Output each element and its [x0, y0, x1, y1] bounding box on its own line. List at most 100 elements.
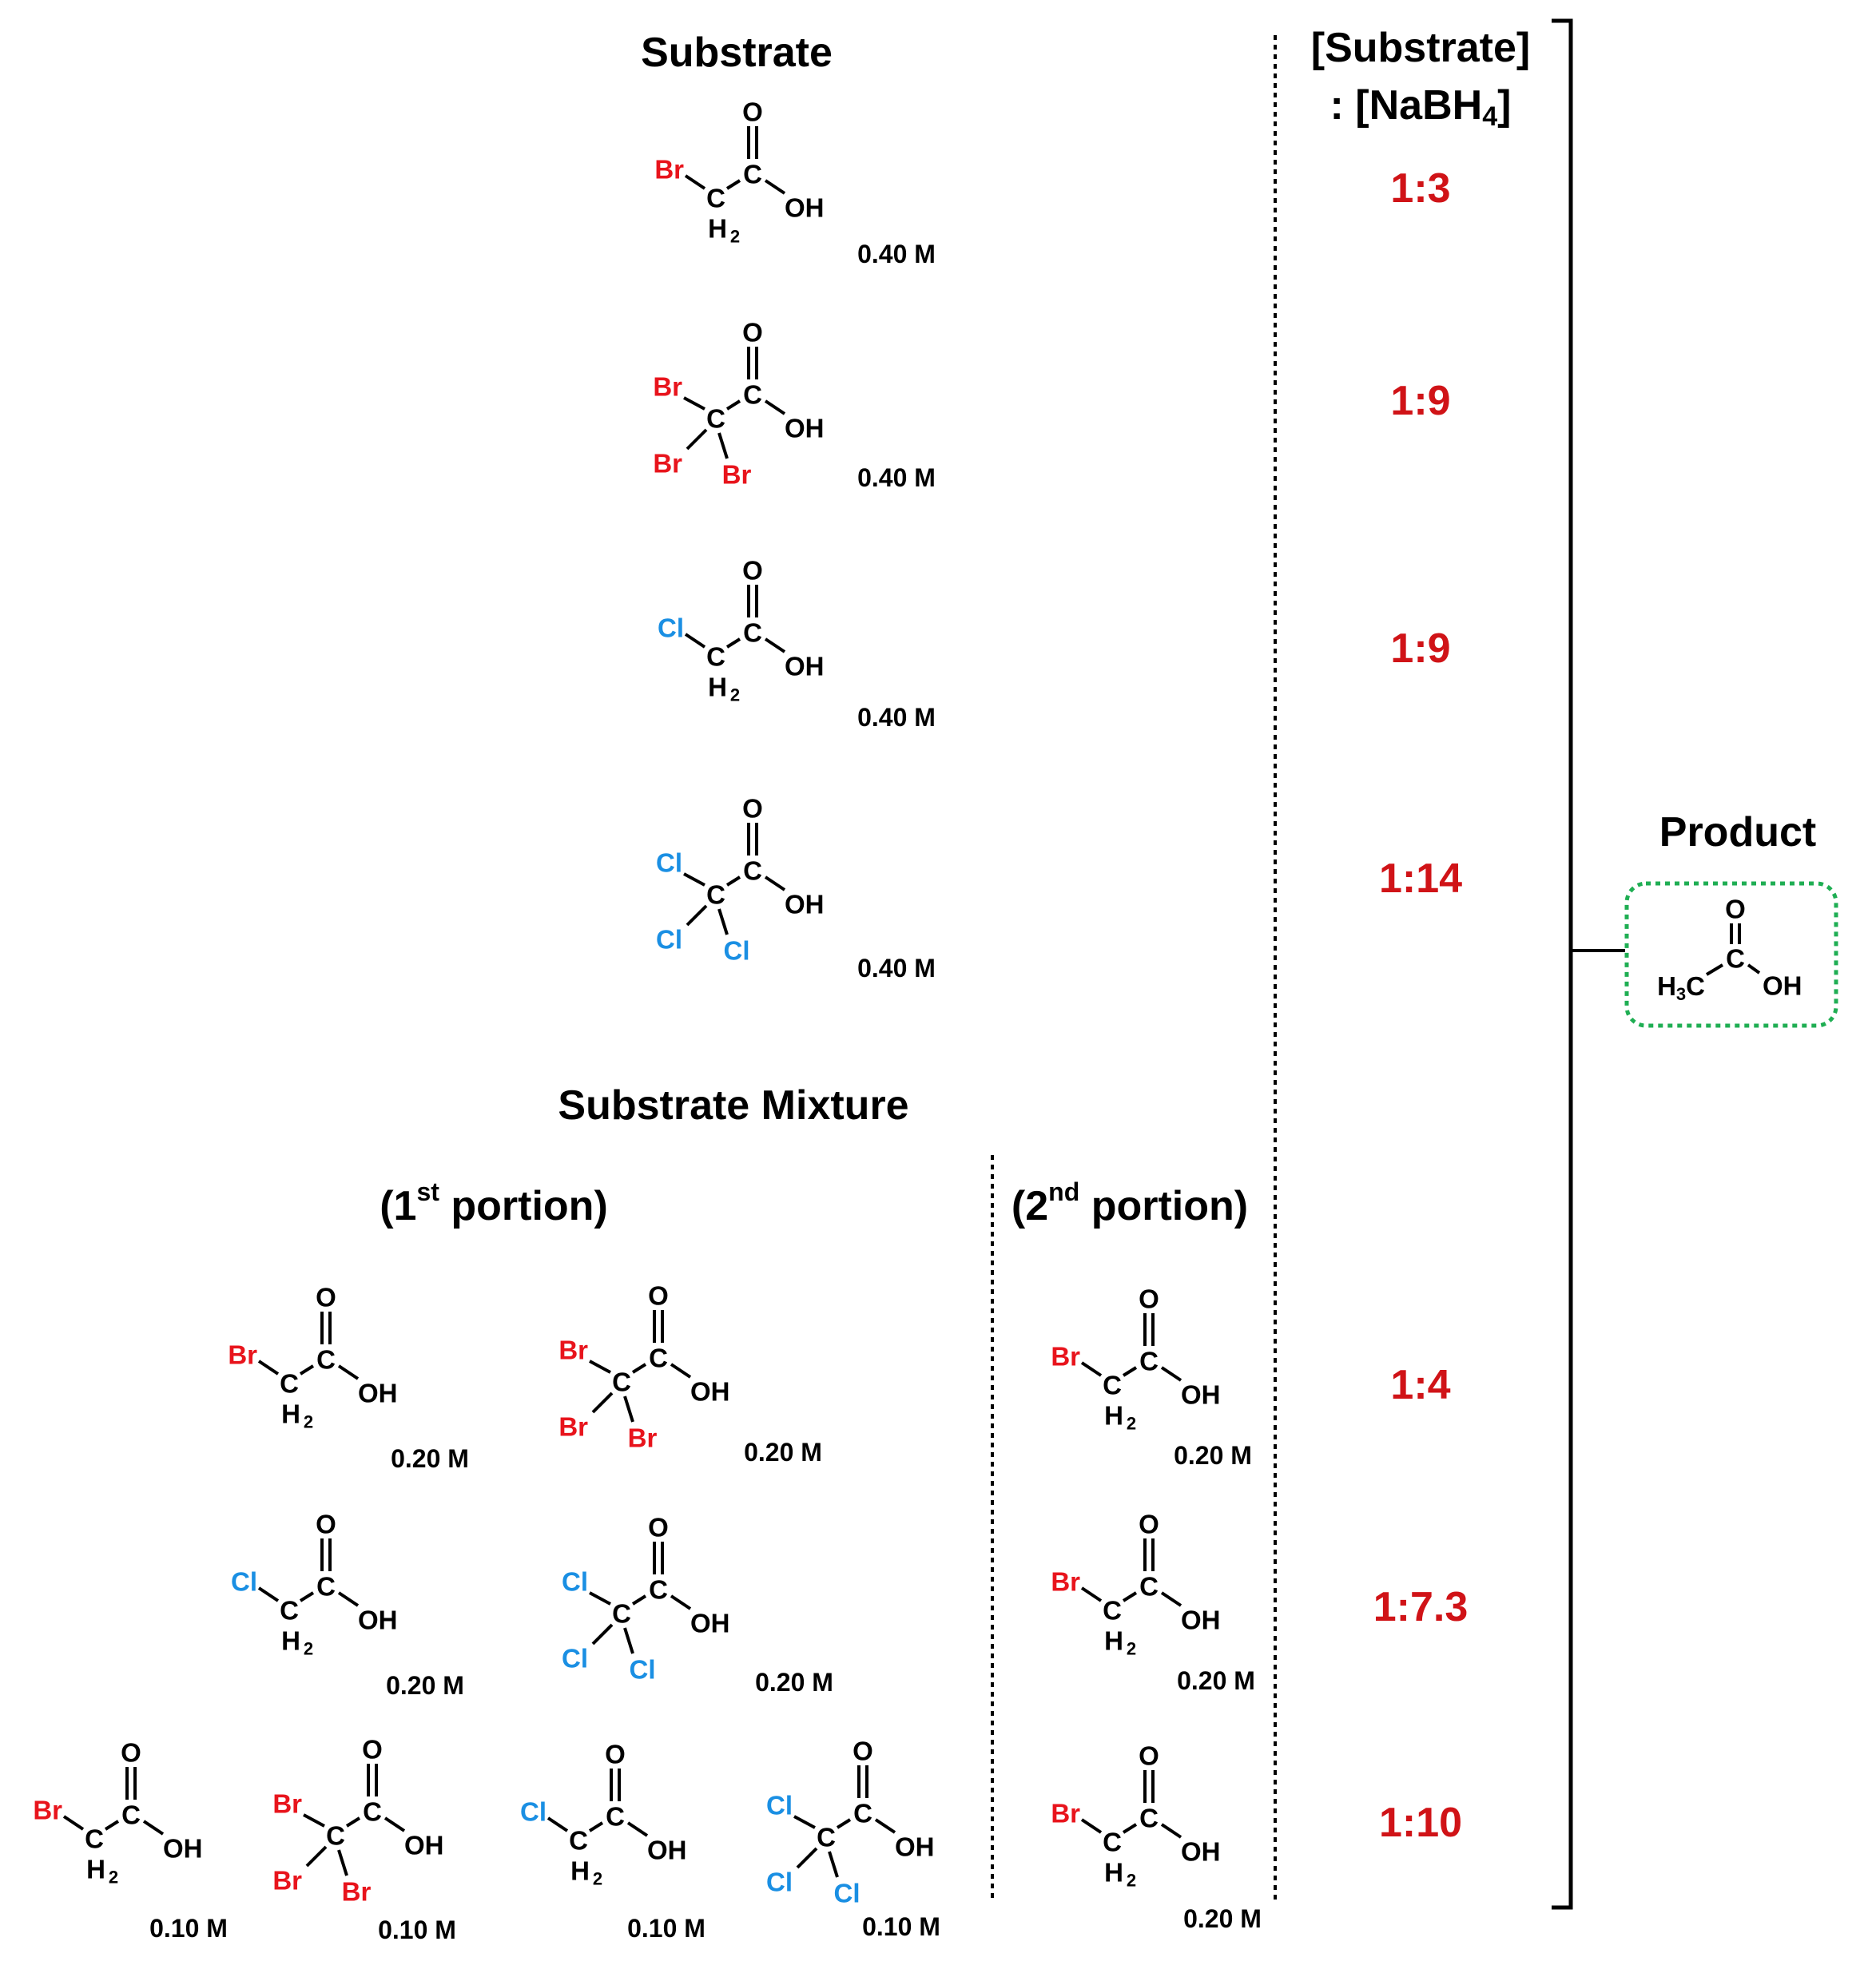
halogen-atom: Br: [722, 460, 752, 490]
ratio-value: 1:9: [1390, 378, 1450, 424]
halogen-atom: Br: [1051, 1342, 1080, 1372]
halogen-atom: Cl: [766, 1791, 793, 1820]
carbonyl-carbon-atom: C: [316, 1345, 336, 1375]
ratio-heading-line1: [Substrate]: [1311, 25, 1530, 71]
chloromonoacetic-acid-structure: C O OH C Cl H 2: [520, 1740, 687, 1889]
halogen-bond-line: [828, 1851, 839, 1878]
second-portion-entry: C O OH C Br H 2 0.20 M: [1051, 1741, 1262, 1934]
halogen-atom: Br: [272, 1789, 302, 1819]
hydroxyl-bond-line: [1160, 1823, 1182, 1839]
alpha-carbon-atom: C: [817, 1823, 836, 1852]
halogen-bond-line: [305, 1845, 328, 1868]
chlorotriacetic-acid-structure: C O OH C Cl Cl Cl: [562, 1513, 730, 1685]
substrate-entry: C O OH C Br Br Br 0.40 M: [653, 318, 936, 493]
hydroxyl-bond-line: [1747, 963, 1761, 975]
carbonyl-carbon-atom: C: [743, 856, 762, 886]
chloromonoacetic-acid-structure: C O OH C Cl H 2: [231, 1510, 398, 1659]
alpha-carbon-atom: C: [280, 1596, 299, 1626]
carbonyl-carbon-atom: C: [606, 1802, 625, 1832]
layout-lines: [991, 18, 1625, 1910]
hydroxyl-bond-line: [670, 1594, 692, 1610]
carbonyl-carbon-atom: C: [743, 380, 762, 410]
carbonyl-carbon-atom: C: [649, 1344, 668, 1373]
carbon-carbon-bond-line: [631, 1594, 647, 1606]
carbonyl-oxygen-atom: O: [362, 1735, 383, 1765]
hydrogen-atom: H: [708, 214, 727, 244]
hydroxyl-bond-line: [670, 1363, 692, 1379]
halogen-bond-line: [686, 904, 708, 927]
carbonyl-carbon-atom: C: [1139, 1347, 1159, 1376]
hydroxyl-group: OH: [1181, 1380, 1221, 1410]
bromotriacetic-acid-structure: C O OH C Br Br Br: [272, 1735, 443, 1907]
carbonyl-oxygen-atom: O: [121, 1738, 141, 1768]
carbonyl-oxygen-atom: O: [1139, 1284, 1159, 1314]
carbonyl-oxygen-atom: O: [853, 1737, 873, 1766]
hydroxyl-bond-line: [764, 637, 786, 653]
hydrogen-atom: H: [281, 1626, 300, 1656]
carbonyl-oxygen-atom: O: [742, 556, 763, 586]
carbonyl-oxygen-atom: O: [742, 97, 763, 127]
carbonyl-oxygen-atom: O: [316, 1283, 336, 1312]
hydrogen-count-subscript: 2: [1127, 1639, 1136, 1659]
halogen-bond-line: [717, 432, 729, 459]
hydrogen-atom: H: [1104, 1626, 1123, 1656]
concentration-label: 0.40 M: [857, 703, 936, 732]
hydroxyl-bond-line: [764, 179, 786, 195]
halogen-atom: Cl: [562, 1644, 588, 1673]
hydroxyl-bond-line: [764, 399, 786, 415]
chlorotriacetic-acid-structure: C O OH C Cl Cl Cl: [766, 1737, 935, 1908]
carbonyl-carbon-atom: C: [1139, 1572, 1159, 1602]
halogen-atom: Br: [653, 449, 682, 478]
product-heading: Product: [1659, 809, 1816, 856]
halogen-bond-line: [591, 1623, 614, 1646]
halogen-atom: Cl: [656, 848, 682, 878]
hydroxyl-group: OH: [785, 890, 825, 919]
alpha-carbon-atom: C: [706, 184, 725, 213]
bromomonoacetic-acid-structure: C O OH C Br H 2: [228, 1283, 397, 1432]
bromotriacetic-acid-structure: C O OH C Br Br Br: [558, 1281, 729, 1453]
halogen-bond-line: [683, 396, 705, 411]
halogen-bond-line: [589, 1360, 611, 1374]
hydroxyl-group: OH: [690, 1377, 730, 1407]
halogen-bond-line: [796, 1847, 818, 1869]
carbon-carbon-bond-line: [725, 875, 741, 887]
halogen-atom: Cl: [834, 1879, 860, 1908]
hydroxyl-group: OH: [647, 1836, 687, 1865]
halogen-atom: Br: [342, 1877, 372, 1907]
ratio-value: 1:10: [1379, 1800, 1462, 1846]
halogen-bond-line: [684, 174, 706, 190]
concentration-label: 0.10 M: [149, 1914, 228, 1943]
carbonyl-carbon-atom: C: [363, 1797, 382, 1827]
concentration-label: 0.40 M: [857, 240, 936, 268]
alpha-carbon-atom: C: [706, 880, 725, 910]
halogen-bond-line: [1080, 1361, 1103, 1377]
substrate-entry: C O OH C Br H 2 0.40 M: [654, 97, 936, 269]
hydroxyl-bond-line: [337, 1591, 360, 1607]
concentration-label: 0.20 M: [744, 1438, 822, 1467]
halogen-atom: Cl: [562, 1567, 588, 1597]
hydroxyl-group: OH: [404, 1831, 444, 1860]
halogen-atom: Br: [628, 1423, 658, 1453]
bromomonoacetic-acid-structure: C O OH C Br H 2: [33, 1738, 202, 1888]
acetic-acid-structure: CO OH H3C: [1657, 895, 1802, 1004]
hydroxyl-bond-line: [337, 1364, 360, 1380]
concentration-label: 0.20 M: [755, 1668, 833, 1697]
hydroxyl-group: OH: [163, 1834, 203, 1864]
concentration-label: 0.20 M: [386, 1671, 464, 1700]
halogen-atom: Cl: [724, 936, 750, 966]
alpha-carbon-atom: C: [612, 1599, 631, 1629]
halogen-bond-line: [683, 872, 705, 887]
second-portion-entry: C O OH C Br H 2 0.20 M: [1051, 1510, 1255, 1696]
carbon-carbon-bond-line: [1122, 1591, 1138, 1602]
hydrogen-count-subscript: 2: [730, 685, 740, 705]
hydroxyl-bond-line: [874, 1818, 896, 1834]
ratio-value: 1:14: [1379, 856, 1462, 902]
carbonyl-carbon-atom: C: [316, 1572, 336, 1602]
substrate-entry: C O OH C Cl H 2 0.40 M: [658, 556, 936, 732]
hydroxyl-group: OH: [785, 652, 825, 681]
ratio-value: 1:3: [1390, 165, 1450, 212]
hydrogen-count-subscript: 2: [1127, 1871, 1136, 1891]
